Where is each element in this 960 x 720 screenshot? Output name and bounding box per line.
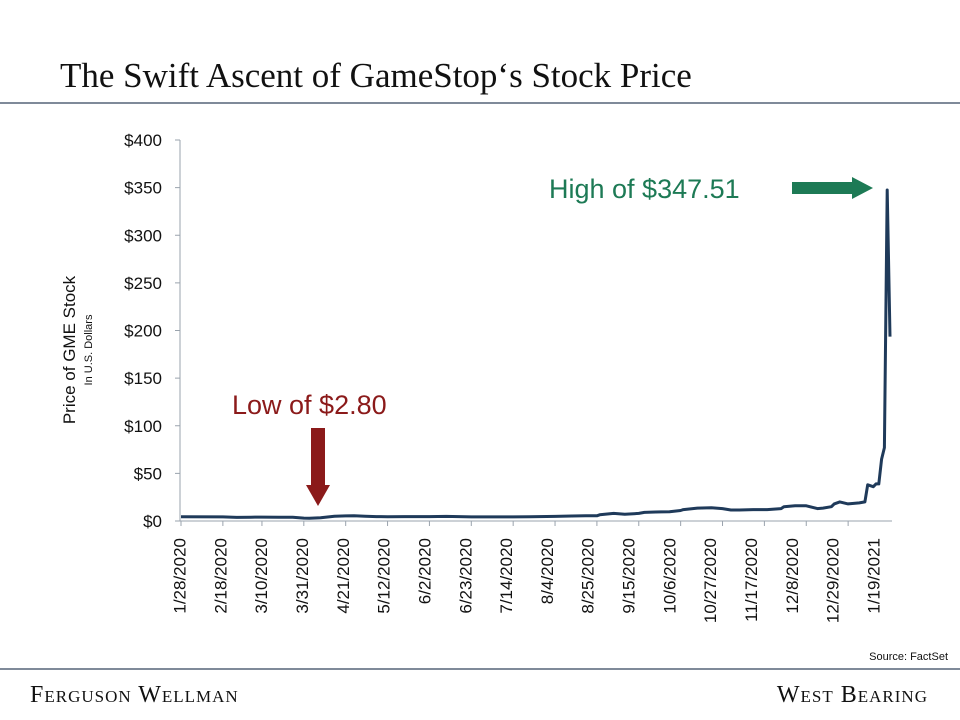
y-tick-label: $300 xyxy=(124,226,162,245)
x-tick-label: 8/4/2020 xyxy=(538,538,557,604)
y-axis-ticks: $0 $50 $100 $150 $200 $250 $300 $350 $400 xyxy=(124,131,180,531)
x-tick-label: 7/14/2020 xyxy=(497,538,516,614)
gme-price-line xyxy=(180,188,892,520)
gme-price-chart: $0 $50 $100 $150 $200 $250 $300 $350 $400 1/28/2… xyxy=(60,131,892,623)
x-tick-label: 11/17/2020 xyxy=(742,538,761,622)
x-tick-label: 4/21/2020 xyxy=(334,538,353,614)
page-title: The Swift Ascent of GameStop‘s Stock Pri… xyxy=(60,56,692,95)
x-tick-label: 2/18/2020 xyxy=(211,538,230,614)
x-tick-label: 9/15/2020 xyxy=(620,538,639,614)
west-bearing-logo: West Bearing xyxy=(776,682,928,708)
y-axis-sublabel: In U.S. Dollars xyxy=(83,314,95,385)
x-tick-label: 1/28/2020 xyxy=(171,538,190,614)
low-annotation-label: Low of $2.80 xyxy=(232,390,387,420)
y-tick-label: $50 xyxy=(134,464,162,483)
y-tick-label: $100 xyxy=(124,417,162,436)
y-tick-label: $400 xyxy=(124,131,162,150)
x-tick-label: 8/25/2020 xyxy=(579,538,598,614)
title-divider xyxy=(0,102,960,104)
x-tick-label: 1/19/2021 xyxy=(865,538,884,614)
x-tick-label: 3/31/2020 xyxy=(293,538,312,614)
high-arrow-icon xyxy=(792,177,873,199)
x-axis-ticks: 1/28/2020 2/18/2020 3/10/2020 3/31/2020 4/21… xyxy=(171,521,884,623)
x-tick-label: 3/10/2020 xyxy=(252,538,271,614)
y-tick-label: $250 xyxy=(124,274,162,293)
x-tick-label: 12/29/2020 xyxy=(824,538,843,623)
source-note: Source: FactSet xyxy=(869,651,948,663)
x-tick-label: 10/27/2020 xyxy=(701,538,720,623)
y-tick-label: $350 xyxy=(124,179,162,198)
y-axis-label: Price of GME Stock xyxy=(60,275,79,424)
x-tick-label: 5/12/2020 xyxy=(375,538,394,614)
y-tick-label: $150 xyxy=(124,369,162,388)
x-tick-label: 6/2/2020 xyxy=(415,538,434,604)
footer-divider xyxy=(0,668,960,670)
y-tick-label: $200 xyxy=(124,322,162,341)
x-tick-label: 12/8/2020 xyxy=(783,538,802,614)
y-tick-label: $0 xyxy=(143,512,162,531)
ferguson-wellman-logo: Ferguson Wellman xyxy=(30,682,239,708)
x-tick-label: 6/23/2020 xyxy=(456,538,475,614)
high-annotation-label: High of $347.51 xyxy=(549,174,740,204)
x-tick-label: 10/6/2020 xyxy=(660,538,679,614)
low-arrow-icon xyxy=(306,428,330,506)
